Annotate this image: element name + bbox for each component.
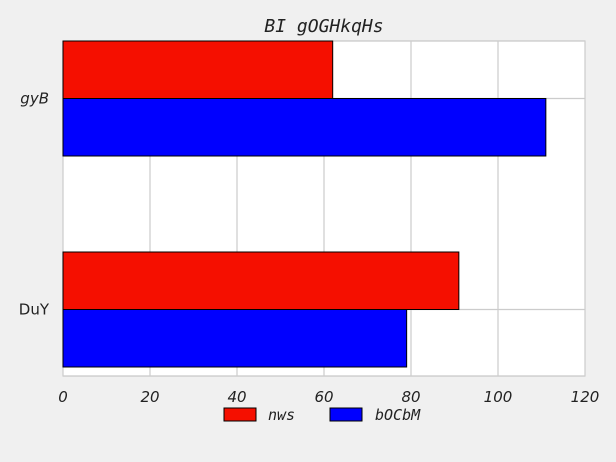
x-tick-label: 120 bbox=[571, 388, 600, 406]
y-tick-label: gyB bbox=[20, 90, 49, 108]
x-axis-ticks: 0 20 40 60 80 100 120 bbox=[58, 388, 599, 406]
legend-swatch-bOCbM bbox=[329, 407, 363, 422]
legend-label-nws: nws bbox=[268, 406, 295, 424]
legend-swatch-nws bbox=[223, 407, 257, 422]
chart-title: BI gOGHkqHs bbox=[264, 16, 383, 37]
x-tick-label: 100 bbox=[484, 388, 513, 406]
y-axis-ticks: gyB DuY bbox=[19, 90, 50, 319]
bar-bOCbM-DuY bbox=[62, 309, 408, 368]
x-tick-label: 0 bbox=[58, 388, 68, 406]
bar-bOCbM-gyB bbox=[62, 98, 547, 157]
bars bbox=[62, 40, 547, 368]
bar-nws-DuY bbox=[62, 251, 460, 310]
x-tick-label: 20 bbox=[140, 388, 159, 406]
y-tick-label: DuY bbox=[19, 301, 50, 319]
legend: nws bOCbM bbox=[223, 406, 421, 424]
legend-label-bOCbM: bOCbM bbox=[375, 406, 421, 424]
x-tick-label: 40 bbox=[227, 388, 246, 406]
x-tick-label: 80 bbox=[401, 388, 420, 406]
bar-nws-gyB bbox=[62, 40, 334, 99]
x-tick-label: 60 bbox=[314, 388, 333, 406]
